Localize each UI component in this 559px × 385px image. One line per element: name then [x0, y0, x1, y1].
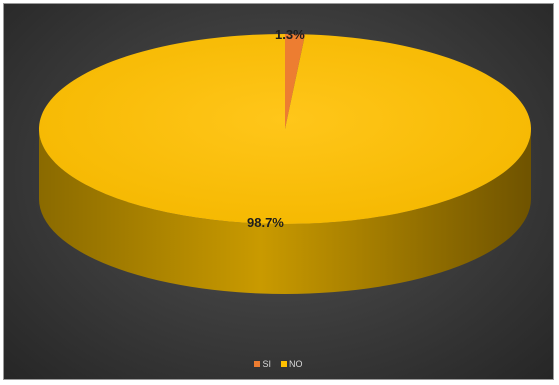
pie-slice-no	[38, 34, 531, 224]
legend-swatch-no	[281, 361, 287, 367]
legend-swatch-si	[254, 361, 261, 367]
legend-label-no: NO	[289, 359, 303, 369]
data-label-no: 98.7%	[247, 215, 284, 230]
legend-label-si: SI	[262, 359, 271, 369]
chart-area: 1.3% 98.7% SI NO	[3, 3, 554, 380]
legend-item-si: SI	[254, 359, 271, 369]
legend: SI NO	[4, 359, 553, 369]
data-label-si: 1.3%	[275, 27, 305, 42]
pie-chart: 1.3% 98.7%	[38, 27, 531, 294]
legend-item-no: NO	[281, 359, 303, 369]
pie-slice-si	[285, 34, 306, 129]
pie-side	[39, 129, 531, 294]
